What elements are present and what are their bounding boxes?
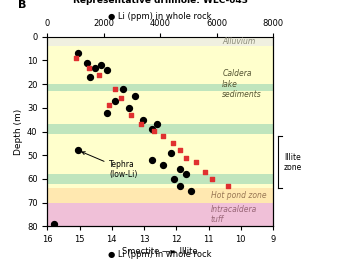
Bar xyxy=(47,46,273,188)
Text: B: B xyxy=(18,0,27,10)
Point xyxy=(106,103,111,108)
Point xyxy=(128,113,134,117)
Point xyxy=(183,155,189,160)
Bar xyxy=(47,203,273,226)
Point xyxy=(202,170,208,174)
Point xyxy=(96,73,102,77)
Text: Hot pond zone: Hot pond zone xyxy=(211,191,266,200)
Point xyxy=(98,63,104,67)
Point xyxy=(51,222,57,226)
Y-axis label: Depth (m): Depth (m) xyxy=(14,108,23,155)
Point xyxy=(160,163,166,167)
Point xyxy=(149,127,155,131)
Point xyxy=(84,61,90,65)
Point xyxy=(209,177,215,181)
Point xyxy=(141,118,146,122)
Point xyxy=(87,75,92,79)
Point xyxy=(75,51,81,55)
Point xyxy=(132,94,138,98)
Point xyxy=(75,148,81,153)
Text: Caldera
lake
sediments: Caldera lake sediments xyxy=(222,69,262,99)
Point xyxy=(104,68,110,72)
X-axis label: Smectite —► Illite: Smectite —► Illite xyxy=(122,247,198,256)
Point xyxy=(74,56,79,60)
Point xyxy=(161,134,166,138)
Point xyxy=(92,65,98,70)
Text: ● Li (ppm) in whole rock: ● Li (ppm) in whole rock xyxy=(108,250,212,259)
Point xyxy=(112,87,118,91)
Point xyxy=(193,160,198,164)
Text: Illite
zone: Illite zone xyxy=(284,153,302,172)
Point xyxy=(119,96,124,100)
Bar xyxy=(47,84,273,91)
Point xyxy=(104,110,110,115)
Point xyxy=(154,122,160,127)
Text: ● Li (ppm) in whole rock: ● Li (ppm) in whole rock xyxy=(108,12,212,21)
Point xyxy=(225,184,231,188)
Point xyxy=(183,172,189,176)
Point xyxy=(169,151,174,155)
Point xyxy=(112,99,118,103)
Text: Representative drillhole: WLC-043: Representative drillhole: WLC-043 xyxy=(73,0,248,5)
Point xyxy=(149,158,155,162)
Point xyxy=(177,184,183,188)
Text: Tephra
(low-Li): Tephra (low-Li) xyxy=(82,152,138,179)
Bar xyxy=(47,37,273,46)
Point xyxy=(86,65,92,70)
Point xyxy=(171,177,177,181)
Point xyxy=(170,141,176,145)
Point xyxy=(188,189,194,193)
Bar xyxy=(47,188,273,203)
Point xyxy=(138,122,144,127)
Text: Alluvium: Alluvium xyxy=(222,37,256,46)
Bar xyxy=(47,124,273,134)
Point xyxy=(177,167,183,171)
Point xyxy=(126,106,132,110)
Point xyxy=(120,87,126,91)
Text: Intracaldera
tuff: Intracaldera tuff xyxy=(211,205,257,224)
Point xyxy=(151,129,157,134)
Bar xyxy=(47,174,273,184)
Point xyxy=(177,148,182,153)
